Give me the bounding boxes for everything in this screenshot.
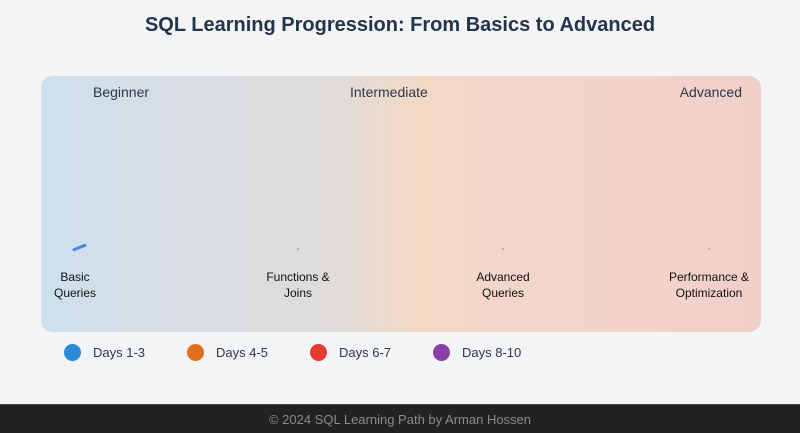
- stage-label: Joins: [283, 286, 312, 300]
- progress-dot: [708, 248, 710, 250]
- stage-functions-joins: Functions & Joins: [238, 269, 358, 301]
- legend: Days 1-3 Days 4-5 Days 6-7 Days 8-10: [64, 344, 556, 361]
- legend-item-days-6-7: Days 6-7: [310, 344, 433, 361]
- stage-label: Advanced: [476, 270, 530, 284]
- stage-label: Basic: [60, 270, 90, 284]
- legend-label: Days 1-3: [93, 345, 146, 360]
- progress-dot: [502, 248, 504, 250]
- stage-performance-optimization: Performance & Optimization: [649, 269, 769, 301]
- legend-label: Days 8-10: [462, 345, 522, 360]
- progress-line: [71, 243, 88, 252]
- legend-swatch-icon: [187, 344, 204, 361]
- legend-item-days-4-5: Days 4-5: [187, 344, 310, 361]
- progress-dot: [297, 248, 299, 250]
- stage-label: Functions &: [266, 270, 330, 284]
- level-advanced: Advanced: [679, 84, 742, 100]
- progression-timeline: Beginner Intermediate Advanced Basic Que…: [41, 76, 761, 332]
- stage-label: Optimization: [675, 286, 743, 300]
- stage-label: Queries: [53, 286, 97, 300]
- legend-swatch-icon: [310, 344, 327, 361]
- stage-label: Performance &: [668, 270, 750, 284]
- page-title: SQL Learning Progression: From Basics to…: [144, 14, 656, 36]
- footer: © 2024 SQL Learning Path by Arman Hossen: [0, 404, 800, 433]
- legend-label: Days 4-5: [216, 345, 269, 360]
- legend-swatch-icon: [433, 344, 450, 361]
- legend-swatch-icon: [64, 344, 81, 361]
- legend-item-days-8-10: Days 8-10: [433, 344, 556, 361]
- legend-label: Days 6-7: [339, 345, 392, 360]
- stage-basic-queries: Basic Queries: [15, 269, 135, 301]
- stage-label: Queries: [481, 286, 525, 300]
- stage-advanced-queries: Advanced Queries: [443, 269, 563, 301]
- legend-item-days-1-3: Days 1-3: [64, 344, 187, 361]
- level-intermediate: Intermediate: [350, 84, 428, 100]
- level-beginner: Beginner: [93, 84, 150, 100]
